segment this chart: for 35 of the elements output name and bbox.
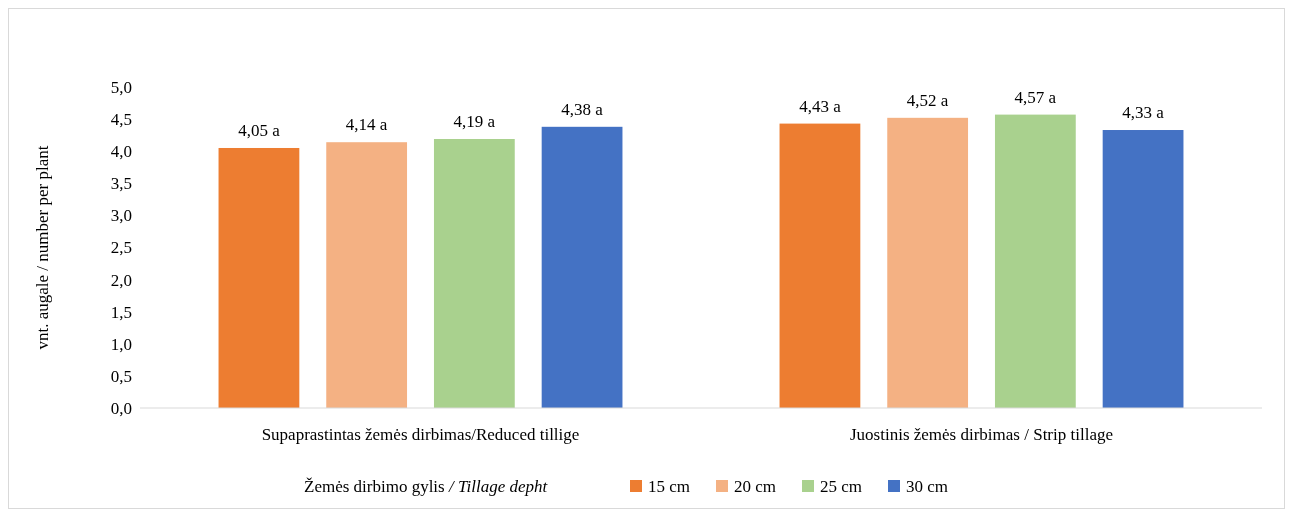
y-axis-title: vnt. augale / number per plant bbox=[33, 145, 52, 350]
y-tick-label: 3,5 bbox=[110, 174, 132, 194]
y-tick-label: 2,5 bbox=[110, 238, 132, 258]
data-label: 4,14 a bbox=[345, 115, 388, 135]
bar bbox=[994, 114, 1076, 408]
y-tick-label: 3,0 bbox=[110, 206, 132, 226]
y-tick-label: 0,5 bbox=[110, 366, 132, 386]
bar bbox=[326, 142, 408, 408]
data-label: 4,57 a bbox=[1014, 87, 1057, 107]
y-tick-label: 0,0 bbox=[110, 398, 132, 418]
legend-label: 20 cm bbox=[734, 476, 777, 496]
y-tick-label: 1,0 bbox=[110, 334, 132, 354]
legend-label: 25 cm bbox=[820, 476, 863, 496]
y-tick-label: 2,0 bbox=[110, 270, 132, 290]
bar bbox=[433, 139, 515, 408]
bar bbox=[541, 126, 623, 408]
y-tick-label: 4,0 bbox=[110, 142, 132, 162]
bar bbox=[887, 117, 969, 408]
data-label: 4,05 a bbox=[238, 120, 281, 140]
data-label: 4,33 a bbox=[1122, 103, 1165, 123]
data-label: 4,52 a bbox=[906, 90, 949, 110]
legend-label: 30 cm bbox=[906, 476, 949, 496]
data-label: 4,43 a bbox=[799, 96, 842, 116]
data-label: 4,19 a bbox=[453, 112, 496, 131]
legend-label: 15 cm bbox=[648, 476, 691, 496]
x-tick-label: Supaprastintas žemės dirbimas/Reduced tillige bbox=[261, 425, 580, 444]
y-tick-label: 5,0 bbox=[110, 77, 132, 97]
bar bbox=[779, 123, 861, 408]
y-tick-label: 4,5 bbox=[110, 110, 132, 130]
legend-title: Žemės dirbimo gylis / Tillage depht bbox=[304, 476, 549, 496]
data-label: 4,38 a bbox=[561, 99, 604, 119]
bar bbox=[218, 147, 300, 408]
bar bbox=[1102, 130, 1184, 408]
y-tick-label: 1,5 bbox=[110, 302, 132, 322]
x-tick-label: Juostinis žemės dirbimas / Strip tillage bbox=[849, 425, 1114, 444]
